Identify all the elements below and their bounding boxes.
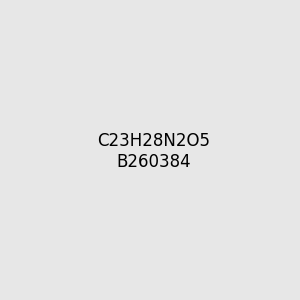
- Text: C23H28N2O5
B260384: C23H28N2O5 B260384: [97, 132, 210, 171]
